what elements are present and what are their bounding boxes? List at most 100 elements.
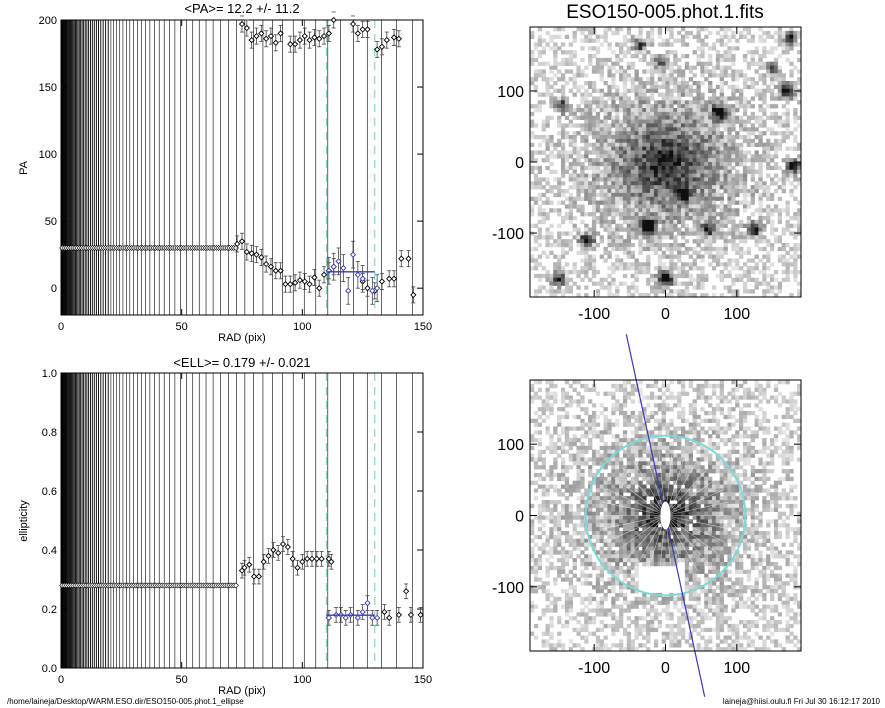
image-pixel bbox=[681, 112, 685, 116]
image-pixel bbox=[716, 50, 720, 54]
image-pixel bbox=[712, 266, 716, 270]
image-pixel bbox=[569, 108, 573, 112]
image-pixel bbox=[638, 185, 642, 189]
image-pixel bbox=[569, 457, 573, 461]
image-pixel bbox=[762, 93, 766, 97]
image-pixel bbox=[774, 131, 778, 135]
image-pixel bbox=[681, 201, 685, 205]
image-pixel bbox=[778, 247, 782, 251]
image-pixel bbox=[534, 166, 538, 170]
image-pixel bbox=[573, 143, 577, 147]
image-pixel bbox=[762, 108, 766, 112]
image-pixel bbox=[708, 147, 712, 151]
image-pixel bbox=[600, 403, 604, 407]
image-pixel bbox=[650, 189, 654, 193]
image-pixel bbox=[786, 201, 790, 205]
image-pixel bbox=[743, 77, 747, 81]
image-pixel bbox=[720, 212, 724, 216]
image-pixel bbox=[646, 235, 650, 239]
image-pixel bbox=[638, 116, 642, 120]
image-pixel bbox=[557, 243, 561, 247]
image-pixel bbox=[716, 154, 720, 158]
image-pixel bbox=[677, 174, 681, 178]
image-pixel bbox=[565, 554, 569, 558]
image-pixel bbox=[596, 539, 600, 543]
image-pixel bbox=[755, 143, 759, 147]
image-pixel bbox=[693, 131, 697, 135]
image-pixel bbox=[615, 108, 619, 112]
image-pixel bbox=[573, 135, 577, 139]
image-pixel bbox=[615, 384, 619, 388]
image-pixel bbox=[793, 66, 797, 70]
image-pixel bbox=[793, 174, 797, 178]
image-pixel bbox=[642, 150, 646, 154]
image-pixel bbox=[584, 108, 588, 112]
image-pixel bbox=[724, 170, 728, 174]
image-pixel bbox=[727, 197, 731, 201]
image-pixel bbox=[650, 170, 654, 174]
image-pixel bbox=[646, 135, 650, 139]
image-pixel bbox=[530, 585, 534, 589]
image-pixel bbox=[708, 116, 712, 120]
image-pixel bbox=[704, 77, 708, 81]
image-pixel bbox=[778, 35, 782, 39]
image-pixel bbox=[778, 69, 782, 73]
image-pixel bbox=[739, 220, 743, 224]
image-pixel bbox=[573, 181, 577, 185]
image-pixel bbox=[774, 62, 778, 66]
image-pixel bbox=[654, 228, 658, 232]
image-pixel bbox=[638, 27, 642, 31]
image-pixel bbox=[646, 69, 650, 73]
image-pixel bbox=[782, 177, 786, 181]
image-pixel bbox=[588, 231, 592, 235]
image-pixel bbox=[727, 228, 731, 232]
image-pixel bbox=[778, 66, 782, 70]
image-pixel bbox=[685, 31, 689, 35]
image-pixel bbox=[615, 181, 619, 185]
image-pixel bbox=[642, 100, 646, 104]
image-pixel bbox=[696, 116, 700, 120]
image-pixel bbox=[588, 438, 592, 442]
image-pixel bbox=[584, 131, 588, 135]
image-pixel bbox=[720, 174, 724, 178]
image-pixel bbox=[681, 154, 685, 158]
image-pixel bbox=[708, 208, 712, 212]
image-pixel bbox=[673, 216, 677, 220]
image-pixel bbox=[576, 504, 580, 508]
image-pixel bbox=[758, 181, 762, 185]
image-pixel bbox=[553, 523, 557, 527]
image-pixel bbox=[530, 384, 534, 388]
image-pixel bbox=[631, 62, 635, 66]
image-pixel bbox=[588, 500, 592, 504]
y-tick-label: 100 bbox=[39, 149, 57, 161]
image-pixel bbox=[530, 166, 534, 170]
image-pixel bbox=[731, 224, 735, 228]
image-pixel bbox=[685, 285, 689, 289]
image-pixel bbox=[696, 123, 700, 127]
image-pixel bbox=[758, 185, 762, 189]
image-pixel bbox=[542, 407, 546, 411]
image-pixel bbox=[762, 266, 766, 270]
image-pixel bbox=[611, 139, 615, 143]
image-pixel bbox=[576, 457, 580, 461]
image-pixel bbox=[569, 193, 573, 197]
image-pixel bbox=[696, 139, 700, 143]
image-pixel bbox=[600, 546, 604, 550]
image-pixel bbox=[573, 139, 577, 143]
image-pixel bbox=[534, 461, 538, 465]
image-pixel bbox=[700, 123, 704, 127]
image-pixel bbox=[592, 170, 596, 174]
image-pixel bbox=[627, 108, 631, 112]
image-pixel bbox=[793, 170, 797, 174]
image-pixel bbox=[553, 154, 557, 158]
image-pixel bbox=[755, 220, 759, 224]
image-pixel bbox=[646, 204, 650, 208]
image-pixel bbox=[538, 477, 542, 481]
image-pixel bbox=[716, 158, 720, 162]
image-pixel bbox=[724, 274, 728, 278]
image-pixel bbox=[638, 131, 642, 135]
image-pixel bbox=[793, 39, 797, 43]
image-pixel bbox=[611, 193, 615, 197]
image-pixel bbox=[607, 212, 611, 216]
image-pixel bbox=[669, 201, 673, 205]
